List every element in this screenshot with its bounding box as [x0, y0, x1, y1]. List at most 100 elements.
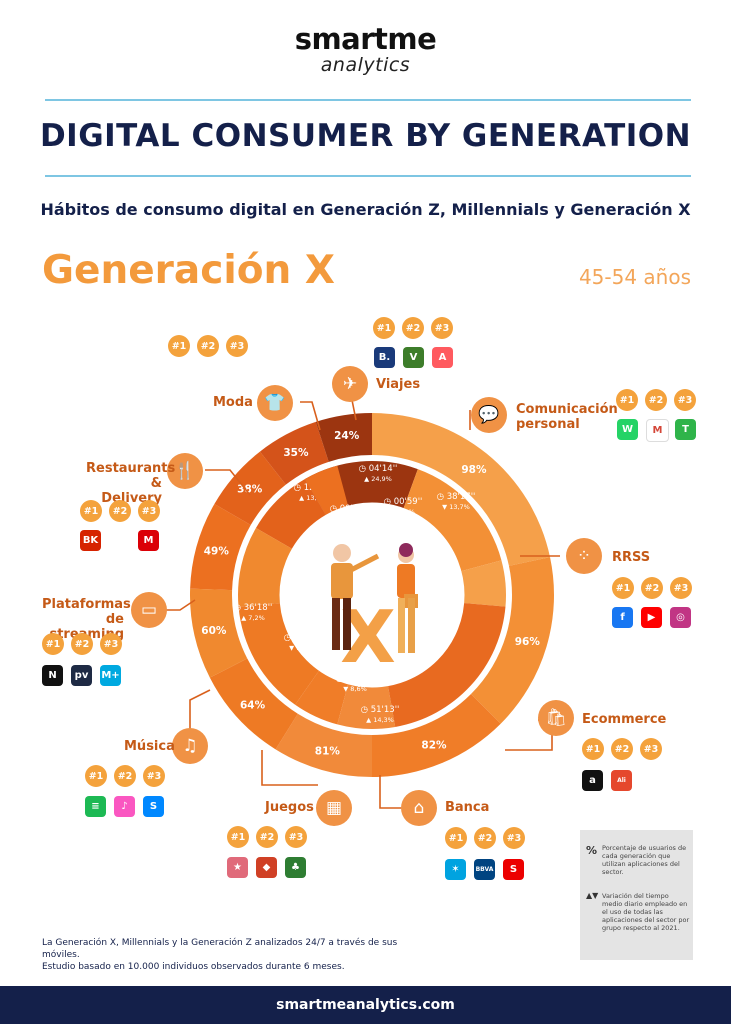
legend-percent: % Porcentaje de usuarios de cada generac… [586, 844, 687, 876]
moda-icon: 👕 [257, 385, 293, 421]
juego-1-icon: ★ [227, 857, 248, 878]
inner-time-label: ◷ 38'17'' [437, 492, 476, 502]
shazam-icon: S [143, 796, 164, 817]
rank-badge: #1 [445, 827, 467, 849]
rank-badge: #1 [582, 738, 604, 760]
rank-badge: #3 [674, 389, 696, 411]
outer-percent-label: 96% [515, 636, 541, 648]
viajes-label: Viajes [376, 377, 421, 392]
facebook-icon: f [612, 607, 633, 628]
vueling-icon: V [403, 347, 424, 368]
center-illustration: X [331, 543, 418, 679]
outer-segment-9 [315, 413, 372, 462]
donut-hole [282, 505, 462, 685]
ecommerce-label: Ecommerce [582, 712, 667, 727]
inner-variation-label: ▲ 24,9% [364, 475, 392, 483]
rank-badge: #3 [138, 500, 160, 522]
inner-segment-3 [255, 478, 326, 549]
person2-leg-right [408, 598, 415, 653]
burger-king-icon: BK [80, 530, 101, 551]
musica-icon: ♫ [172, 728, 208, 764]
variation-symbol: ▲▼ [586, 891, 599, 900]
rank-badge: #3 [670, 577, 692, 599]
instagram-icon: ◎ [670, 607, 691, 628]
person1-head [333, 544, 351, 562]
rank-badge: #1 [168, 335, 190, 357]
rank-badge: #3 [143, 765, 165, 787]
airbnb-icon: A [432, 347, 453, 368]
youtube-icon: ▶ [641, 607, 662, 628]
tel-fono-icon: T [675, 419, 696, 440]
inner-segment-7 [295, 670, 349, 725]
inner-variation-label: ▲ 14,3% [366, 716, 394, 724]
caixabank-icon: ✶ [445, 859, 466, 880]
aliexpress-icon: Ali [611, 770, 632, 791]
rank-badge: #3 [503, 827, 525, 849]
legend-box: % Porcentaje de usuarios de cada generac… [580, 830, 693, 960]
person1-leg-left [332, 598, 340, 650]
inner-segment-8 [337, 683, 396, 729]
moda-label: Moda [213, 395, 253, 410]
inner-time-label: ◷ 51'13'' [361, 705, 400, 715]
outer-segment-6 [190, 504, 251, 591]
outer-percent-label: 64% [240, 699, 266, 711]
musica-label: Música [124, 739, 175, 754]
brand-logo-sub: analytics [320, 54, 411, 76]
juego-2-icon: ◆ [256, 857, 277, 878]
person2-leg-left [398, 598, 405, 653]
outer-percent-label: 98% [461, 464, 487, 476]
mcdonald-s-icon: M [138, 530, 159, 551]
rank-badge: #1 [612, 577, 634, 599]
footer-url[interactable]: smartmeanalytics.com [276, 997, 455, 1013]
outer-segment-0 [372, 413, 551, 566]
viajes-icon: ✈ [332, 366, 368, 402]
generation-name: Generación X [42, 248, 335, 293]
comunicacion-label: Comunicación personal [516, 402, 618, 432]
rank-badge: #3 [285, 826, 307, 848]
prime-video-icon: pv [71, 665, 92, 686]
inner-segment-1 [403, 469, 502, 572]
inner-segment-9 [387, 603, 506, 727]
rank-badge: #2 [641, 577, 663, 599]
rank-badge: #1 [227, 826, 249, 848]
rank-badge: #1 [80, 500, 102, 522]
rank-badge: #2 [197, 335, 219, 357]
outer-segment-4 [209, 658, 298, 750]
rank-badge: #2 [256, 826, 278, 848]
solitario-icon: ♣ [285, 857, 306, 878]
apple-music-icon: ♪ [114, 796, 135, 817]
outer-percent-label: 49% [204, 545, 230, 557]
person2-hair [399, 543, 413, 557]
person1-leg-right [343, 598, 351, 650]
rank-badge: #1 [42, 633, 64, 655]
restaurants-icon: 🍴 [167, 453, 203, 489]
connector-streaming [165, 599, 196, 611]
percent-symbol: % [586, 844, 598, 857]
rank-badge: #1 [373, 317, 395, 339]
ecommerce-icon: 🛍 [538, 700, 574, 736]
divider-bottom [45, 175, 691, 177]
connector-juegos [261, 750, 318, 786]
inner-time-label: ◷ 36'18'' [234, 603, 273, 613]
inner-time-label: ◷ 04'14'' [359, 464, 398, 474]
inner-variation-label: ▼ 8,6% [343, 685, 367, 693]
inner-segment-2 [460, 560, 506, 607]
legend-variation: ▲▼ Variación del tiempo medio diario emp… [586, 891, 690, 933]
amazon-icon: a [582, 770, 603, 791]
footer-bar: smartmeanalytics.com [0, 986, 731, 1024]
inner-segment-5 [237, 528, 293, 607]
gmail-icon: M [646, 419, 669, 442]
page-subtitle: Hábitos de consumo digital en Generación… [40, 200, 691, 219]
santander-icon: S [503, 859, 524, 880]
outer-percent-label: 82% [421, 740, 447, 752]
outer-segment-5 [190, 588, 248, 678]
rank-badge: #2 [109, 500, 131, 522]
inner-variation-label: ▲ 13,8% [299, 494, 327, 502]
brand-logo: smartme [294, 22, 437, 56]
connector-banca [379, 775, 402, 809]
netflix-icon: N [42, 665, 63, 686]
rank-badge: #2 [402, 317, 424, 339]
inner-ring: ◷ 04'14''▲ 24,9% ◷ 38'17''▼ 13,7% ◷ 00'59'… [234, 461, 506, 729]
juegos-icon: ▦ [316, 790, 352, 826]
